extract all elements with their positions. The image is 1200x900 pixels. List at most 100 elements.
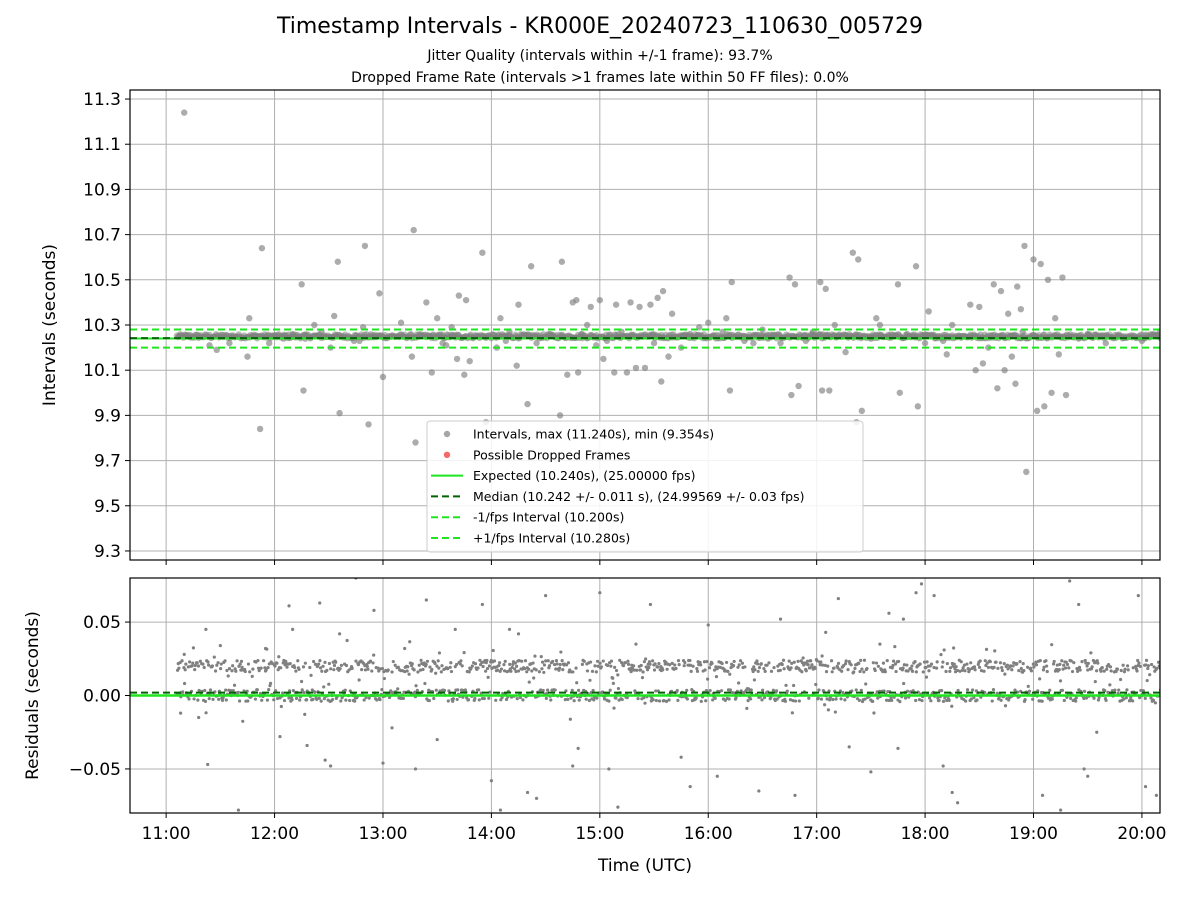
residual-point: [478, 658, 482, 662]
residual-point: [1074, 699, 1078, 703]
interval-point: [1030, 256, 1037, 263]
residual-point: [354, 659, 358, 663]
residual-point: [929, 662, 934, 666]
residual-point: [824, 670, 829, 674]
residual-point: [437, 666, 441, 670]
interval-point: [1008, 353, 1016, 360]
y-axis-label: Residuals (seconds): [23, 611, 43, 780]
x-tick-label: 15:00: [575, 824, 624, 844]
residual-point: [714, 675, 719, 679]
residual-point: [1023, 698, 1027, 702]
residual-point: [1125, 688, 1129, 692]
residual-point: [593, 664, 597, 668]
residual-point: [482, 696, 486, 701]
interval-point: [1033, 407, 1041, 415]
residual-point: [213, 669, 218, 673]
residual-point: [791, 699, 795, 703]
residual-point: [259, 666, 263, 670]
interval-point: [466, 357, 473, 365]
residual-point: [862, 670, 866, 674]
residual-point: [761, 688, 765, 692]
residual-point: [366, 667, 370, 671]
residual-point: [328, 764, 333, 768]
interval-point: [461, 371, 468, 378]
residual-point: [299, 679, 304, 684]
residual-point: [235, 659, 239, 663]
residual-point: [498, 808, 503, 812]
residual-point: [792, 660, 796, 664]
residual-point: [407, 672, 411, 676]
y-tick-label: 10.3: [83, 316, 121, 336]
residual-point: [201, 662, 205, 666]
interval-point: [479, 249, 486, 256]
residual-point: [547, 664, 552, 668]
residual-point: [936, 696, 940, 700]
residual-point: [878, 642, 882, 646]
residual-point: [920, 698, 924, 703]
residual-point: [806, 663, 810, 667]
residual-point: [661, 668, 665, 672]
residual-point: [523, 667, 527, 671]
interval-point: [858, 407, 866, 415]
residual-point: [1000, 668, 1004, 673]
residual-point: [363, 668, 368, 672]
residual-points: [175, 578, 1160, 812]
residual-point: [1113, 688, 1117, 692]
residual-point: [814, 682, 818, 687]
residual-point: [897, 659, 901, 664]
residual-point: [843, 698, 847, 702]
residual-point: [910, 664, 914, 668]
interval-point: [365, 421, 372, 428]
residual-point: [1061, 667, 1065, 671]
residual-point: [1032, 665, 1036, 669]
residual-point: [1084, 661, 1088, 665]
residual-point: [1008, 664, 1013, 668]
residual-point: [1086, 668, 1090, 672]
interval-point: [972, 366, 979, 374]
interval-point: [612, 301, 620, 308]
residual-point: [591, 688, 595, 693]
residual-point: [688, 784, 692, 789]
residual-point: [1042, 665, 1046, 669]
residual-point: [272, 698, 276, 702]
residual-point: [265, 698, 270, 702]
residual-point: [554, 659, 559, 663]
residual-point: [187, 697, 191, 701]
residual-point: [704, 699, 708, 703]
residual-point: [549, 698, 553, 702]
residual-point: [439, 670, 443, 674]
residual-point: [403, 646, 407, 651]
residual-point: [253, 697, 258, 701]
residual-point: [602, 697, 607, 701]
residual-point: [793, 793, 797, 797]
residual-point: [774, 689, 779, 693]
residual-point: [348, 698, 352, 703]
residual-point: [852, 670, 856, 674]
legend-label: Possible Dropped Frames: [473, 447, 630, 462]
residual-point: [487, 664, 492, 668]
residual-point: [305, 743, 309, 748]
residual-point: [960, 668, 965, 672]
residual-point: [508, 662, 512, 666]
residual-point: [919, 582, 924, 586]
residual-point: [437, 651, 442, 655]
residual-point: [542, 670, 546, 675]
interval-point: [1021, 242, 1028, 250]
residual-point: [525, 790, 530, 795]
residual-point: [546, 659, 550, 663]
residual-point: [1080, 659, 1084, 664]
residual-point: [350, 666, 354, 670]
intervals-plot-area: [130, 90, 1160, 560]
residual-point: [988, 660, 992, 664]
residual-point: [755, 659, 759, 663]
residual-point: [839, 697, 843, 701]
residual-point: [327, 682, 331, 686]
interval-point: [1055, 351, 1063, 358]
residual-point: [484, 669, 488, 673]
residual-point: [344, 663, 349, 668]
residual-point: [921, 670, 925, 674]
residual-point: [541, 688, 545, 693]
residual-point: [1011, 664, 1015, 668]
residual-point: [446, 699, 450, 703]
residual-point: [1034, 663, 1039, 667]
